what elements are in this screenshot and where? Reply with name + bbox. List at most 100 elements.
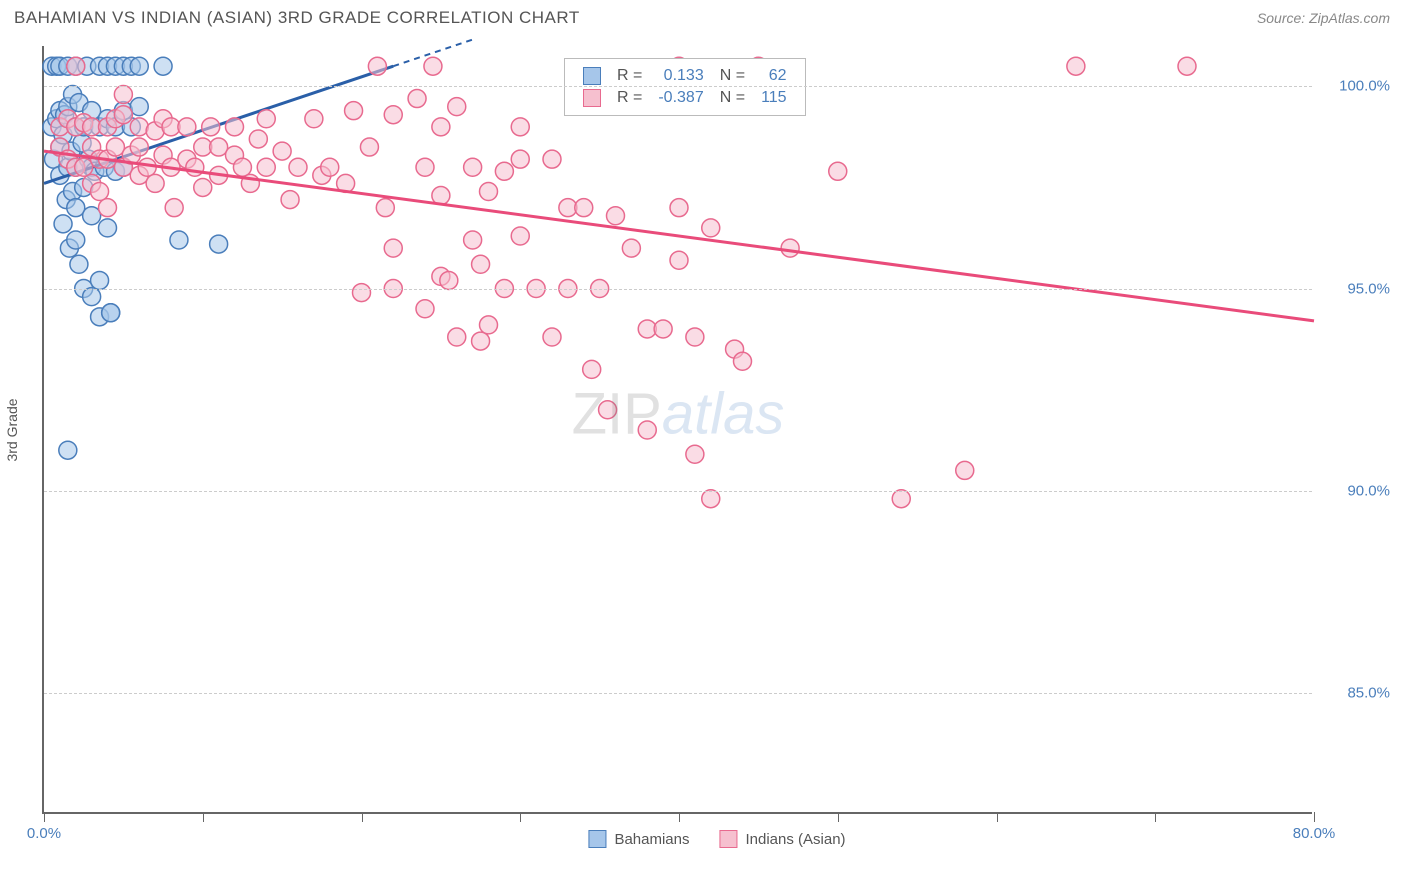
scatter-point bbox=[956, 461, 974, 479]
scatter-point bbox=[54, 215, 72, 233]
scatter-point bbox=[226, 118, 244, 136]
scatter-point bbox=[472, 255, 490, 273]
scatter-point bbox=[360, 138, 378, 156]
scatter-point bbox=[495, 162, 513, 180]
scatter-point bbox=[702, 219, 720, 237]
scatter-point bbox=[607, 207, 625, 225]
scatter-point bbox=[464, 158, 482, 176]
chart-source: Source: ZipAtlas.com bbox=[1257, 10, 1390, 26]
x-tick bbox=[838, 812, 839, 822]
scatter-point bbox=[114, 106, 132, 124]
scatter-point bbox=[170, 231, 188, 249]
scatter-point bbox=[321, 158, 339, 176]
scatter-point bbox=[345, 102, 363, 120]
y-tick-label: 90.0% bbox=[1347, 482, 1390, 499]
scatter-point bbox=[654, 320, 672, 338]
chart-svg bbox=[44, 46, 1314, 814]
scatter-point bbox=[480, 183, 498, 201]
y-tick-label: 100.0% bbox=[1339, 78, 1390, 95]
y-axis-label: 3rd Grade bbox=[4, 398, 20, 461]
scatter-point bbox=[1067, 57, 1085, 75]
scatter-point bbox=[575, 199, 593, 217]
scatter-point bbox=[70, 255, 88, 273]
scatter-point bbox=[440, 271, 458, 289]
scatter-point bbox=[432, 118, 450, 136]
scatter-point bbox=[138, 158, 156, 176]
scatter-point bbox=[67, 57, 85, 75]
scatter-point bbox=[480, 316, 498, 334]
scatter-point bbox=[130, 138, 148, 156]
scatter-point bbox=[130, 118, 148, 136]
scatter-point bbox=[257, 110, 275, 128]
scatter-point bbox=[289, 158, 307, 176]
scatter-point bbox=[130, 57, 148, 75]
scatter-point bbox=[686, 445, 704, 463]
scatter-point bbox=[686, 328, 704, 346]
y-tick-label: 85.0% bbox=[1347, 684, 1390, 701]
x-tick bbox=[362, 812, 363, 822]
trend-line bbox=[44, 151, 1314, 321]
scatter-point bbox=[114, 86, 132, 104]
y-tick-label: 95.0% bbox=[1347, 280, 1390, 297]
x-tick bbox=[1155, 812, 1156, 822]
scatter-point bbox=[102, 304, 120, 322]
plot-area: ZIPatlas R =0.133N =62R =-0.387N =115 85… bbox=[42, 46, 1312, 814]
scatter-point bbox=[305, 110, 323, 128]
scatter-point bbox=[384, 106, 402, 124]
scatter-point bbox=[281, 191, 299, 209]
scatter-point bbox=[233, 158, 251, 176]
legend-item: Bahamians bbox=[588, 830, 689, 848]
scatter-point bbox=[416, 300, 434, 318]
scatter-point bbox=[384, 239, 402, 257]
scatter-point bbox=[67, 231, 85, 249]
legend-series: Bahamians Indians (Asian) bbox=[588, 830, 845, 848]
scatter-point bbox=[408, 90, 426, 108]
scatter-point bbox=[448, 98, 466, 116]
scatter-point bbox=[368, 57, 386, 75]
scatter-point bbox=[670, 199, 688, 217]
scatter-point bbox=[83, 288, 101, 306]
scatter-point bbox=[511, 118, 529, 136]
scatter-point bbox=[249, 130, 267, 148]
scatter-point bbox=[91, 183, 109, 201]
x-tick bbox=[679, 812, 680, 822]
x-tick bbox=[44, 812, 45, 822]
legend-stat-row: R =0.133N =62 bbox=[575, 65, 795, 87]
scatter-point bbox=[464, 231, 482, 249]
scatter-point bbox=[702, 490, 720, 508]
gridline bbox=[44, 693, 1312, 694]
scatter-point bbox=[178, 118, 196, 136]
scatter-point bbox=[210, 235, 228, 253]
scatter-point bbox=[194, 178, 212, 196]
scatter-point bbox=[416, 158, 434, 176]
scatter-point bbox=[448, 328, 466, 346]
chart-title: BAHAMIAN VS INDIAN (ASIAN) 3RD GRADE COR… bbox=[14, 8, 580, 28]
x-tick bbox=[1314, 812, 1315, 822]
x-tick-label: 0.0% bbox=[27, 825, 61, 842]
scatter-point bbox=[734, 352, 752, 370]
scatter-point bbox=[892, 490, 910, 508]
gridline bbox=[44, 289, 1312, 290]
plot-container: 3rd Grade ZIPatlas R =0.133N =62R =-0.38… bbox=[42, 46, 1392, 814]
scatter-point bbox=[511, 150, 529, 168]
scatter-point bbox=[99, 219, 117, 237]
scatter-point bbox=[424, 57, 442, 75]
gridline bbox=[44, 86, 1312, 87]
scatter-point bbox=[154, 57, 172, 75]
scatter-point bbox=[670, 251, 688, 269]
legend-item: Indians (Asian) bbox=[719, 830, 845, 848]
x-tick bbox=[997, 812, 998, 822]
scatter-point bbox=[257, 158, 275, 176]
x-tick-label: 80.0% bbox=[1293, 825, 1336, 842]
gridline bbox=[44, 491, 1312, 492]
scatter-point bbox=[622, 239, 640, 257]
scatter-point bbox=[99, 199, 117, 217]
x-tick bbox=[520, 812, 521, 822]
scatter-point bbox=[829, 162, 847, 180]
scatter-point bbox=[273, 142, 291, 160]
scatter-point bbox=[599, 401, 617, 419]
scatter-point bbox=[59, 441, 77, 459]
scatter-point bbox=[472, 332, 490, 350]
x-tick bbox=[203, 812, 204, 822]
scatter-point bbox=[202, 118, 220, 136]
